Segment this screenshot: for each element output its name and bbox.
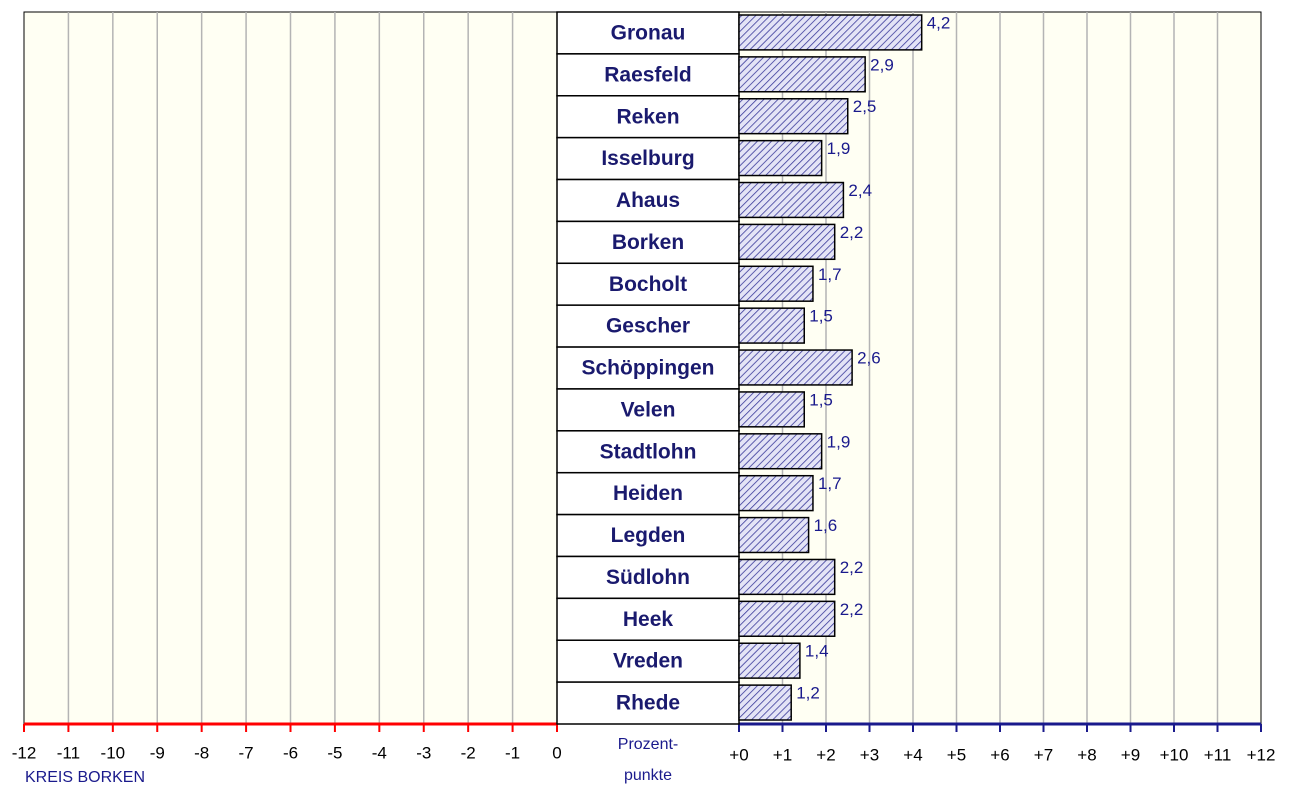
category-label: Borken: [612, 231, 684, 254]
value-label: 2,4: [848, 181, 872, 200]
category-label: Gronau: [611, 21, 686, 44]
value-label: 4,2: [927, 13, 951, 32]
x-tick-label: +4: [903, 745, 922, 764]
left-axis-label: KREIS BORKEN: [25, 769, 145, 786]
x-tick-label: +2: [816, 745, 835, 764]
name-cell: [556, 262, 740, 306]
bar: [738, 265, 814, 302]
bar: [738, 391, 805, 428]
x-tick-label: +9: [1121, 745, 1140, 764]
category-label: Schöppingen: [582, 357, 715, 380]
axis-label: punkte: [624, 767, 672, 784]
x-tick-label: -6: [283, 743, 298, 762]
name-cell: [556, 178, 740, 223]
value-label: 1,4: [805, 642, 829, 661]
x-tick-label: +1: [773, 745, 792, 764]
value-label: 1,9: [827, 139, 851, 158]
value-label: 1,7: [818, 265, 842, 284]
x-tick-label: -5: [327, 743, 342, 762]
x-tick-label: -12: [12, 743, 37, 762]
category-label: Heiden: [613, 482, 683, 505]
category-label: Gescher: [606, 315, 690, 338]
bar: [738, 56, 866, 93]
bar: [738, 349, 853, 386]
x-tick-label: -11: [57, 743, 80, 762]
value-label: 2,2: [840, 558, 864, 577]
x-tick-label: -1: [505, 743, 520, 762]
bar: [738, 642, 801, 679]
x-tick-label: +6: [990, 745, 1009, 764]
bar: [738, 516, 810, 554]
x-tick-label: +7: [1034, 745, 1053, 764]
value-label: 2,2: [840, 600, 864, 619]
bar: [738, 474, 814, 512]
value-label: 1,2: [796, 684, 820, 703]
value-label: 2,9: [870, 55, 894, 74]
category-label: Velen: [621, 398, 676, 421]
category-label: Ahaus: [616, 189, 680, 212]
bar: [738, 98, 849, 135]
value-label: 1,5: [809, 390, 833, 409]
bar: [738, 433, 823, 470]
bar: [738, 14, 923, 51]
name-cell: [556, 639, 740, 683]
name-cell: [556, 430, 740, 474]
bar: [738, 684, 792, 721]
category-label: Rhede: [616, 692, 680, 715]
value-label: 1,6: [814, 516, 838, 535]
category-label: Südlohn: [606, 566, 690, 589]
value-label: 2,5: [853, 97, 877, 116]
x-tick-label: +10: [1160, 745, 1189, 764]
name-cell: [556, 136, 740, 181]
bar: [738, 181, 845, 219]
bar: [738, 600, 836, 637]
value-label: 2,6: [857, 349, 881, 368]
name-cell: [556, 513, 740, 558]
name-cell: [556, 471, 740, 516]
category-label: Isselburg: [601, 147, 694, 170]
x-tick-label: +0: [729, 745, 748, 764]
name-cell: [556, 220, 740, 265]
value-label: 1,9: [827, 432, 851, 451]
name-cell: [556, 53, 740, 97]
bar: [738, 558, 836, 596]
x-tick-label: -9: [150, 743, 165, 762]
x-tick-label: +12: [1247, 745, 1276, 764]
category-label: Stadtlohn: [600, 440, 697, 463]
value-label: 2,2: [840, 223, 864, 242]
name-cell: [556, 304, 740, 348]
name-cell: [556, 346, 740, 390]
x-tick-label: +8: [1077, 745, 1096, 764]
x-tick-label: +3: [860, 745, 879, 764]
bar: [738, 223, 836, 261]
name-cell: [556, 95, 740, 139]
x-tick-label: -4: [372, 743, 387, 762]
value-label: 1,7: [818, 474, 842, 493]
x-tick-label: -8: [194, 743, 209, 762]
category-label: Heek: [623, 608, 674, 631]
x-tick-label: 0: [552, 743, 561, 762]
value-label: 1,5: [809, 307, 833, 326]
bar: [738, 307, 805, 344]
x-tick-label: -2: [461, 743, 476, 762]
name-cell: [556, 11, 740, 55]
x-tick-label: -7: [239, 743, 254, 762]
x-tick-label: +5: [947, 745, 966, 764]
name-cell: [556, 388, 740, 432]
category-label: Vreden: [613, 650, 683, 673]
category-label: Bocholt: [609, 273, 687, 296]
bar: [738, 139, 823, 177]
x-tick-label: -3: [416, 743, 431, 762]
category-label: Raesfeld: [604, 63, 692, 86]
x-tick-label: +11: [1204, 745, 1232, 764]
category-label: Reken: [616, 105, 679, 128]
category-label: Legden: [611, 524, 686, 547]
axis-label: Prozent-: [618, 736, 678, 753]
x-tick-label: -10: [101, 743, 126, 762]
